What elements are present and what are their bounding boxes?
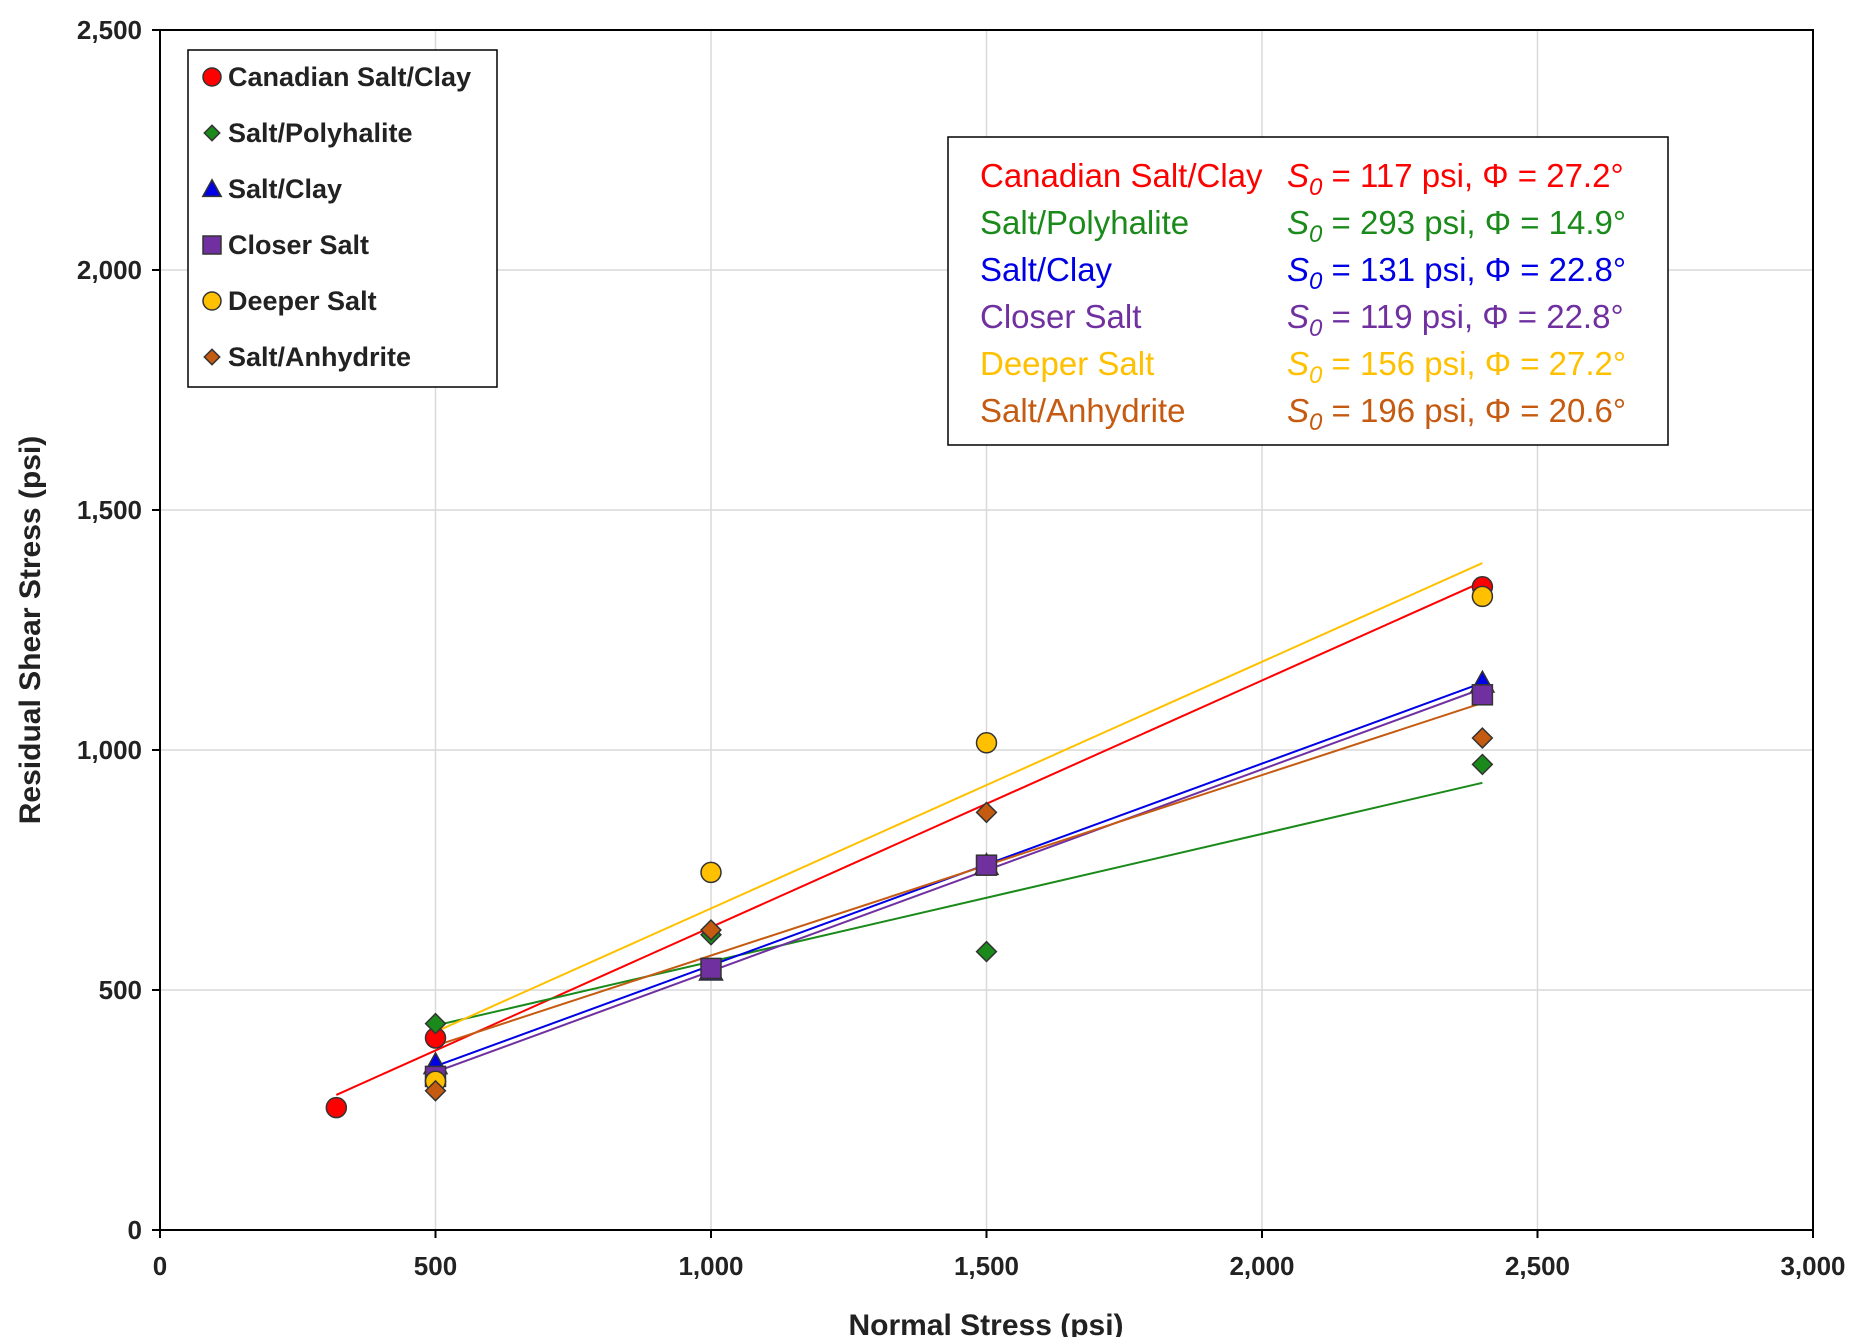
fit-label: Salt/Anhydrite [980, 392, 1185, 429]
legend-marker [203, 348, 221, 366]
y-tick-label: 1,000 [77, 735, 142, 765]
fit-label: Closer Salt [980, 298, 1141, 335]
y-tick-label: 0 [128, 1215, 142, 1245]
y-tick-label: 2,000 [77, 255, 142, 285]
x-tick-label: 1,500 [954, 1251, 1019, 1281]
data-point [975, 940, 998, 963]
data-point [700, 957, 722, 980]
data-point [975, 732, 998, 754]
legend-marker [202, 235, 222, 255]
legend-marker [203, 124, 221, 142]
fit-equation: S0 = 117 psi, Φ = 27.2° [1287, 157, 1624, 201]
axes [152, 29, 1814, 1238]
legend-marker [202, 67, 222, 87]
legend-label: Deeper Salt [228, 286, 377, 316]
y-tick-label: 2,500 [77, 15, 142, 45]
fit-label: Salt/Clay [980, 251, 1113, 288]
legend: Canadian Salt/Clay Salt/Polyhalite Salt/Cl… [187, 49, 498, 388]
fit-line [335, 580, 1483, 1096]
x-tick-label: 500 [414, 1251, 457, 1281]
y-tick-label: 1,500 [77, 495, 142, 525]
data-point [975, 801, 998, 824]
fit-equation: S0 = 156 psi, Φ = 27.2° [1287, 345, 1626, 389]
legend-label: Canadian Salt/Clay [228, 62, 471, 92]
x-tick-labels: 0 500 1,000 1,500 2,000 2,500 3,000 [153, 1251, 1846, 1281]
fit-label: Canadian Salt/Clay [980, 157, 1263, 194]
data-point [1471, 585, 1494, 608]
data-point [700, 861, 722, 884]
data-points [325, 576, 1496, 1119]
legend-label: Salt/Anhydrite [228, 342, 411, 372]
fit-equation: S0 = 131 psi, Φ = 22.8° [1287, 251, 1626, 295]
x-tick-label: 2,000 [1229, 1251, 1294, 1281]
y-tick-label: 500 [99, 975, 142, 1005]
fit-equation: S0 = 293 psi, Φ = 14.9° [1287, 204, 1626, 248]
data-point [1471, 727, 1494, 749]
fit-label: Deeper Salt [980, 345, 1154, 382]
data-point [325, 1096, 348, 1119]
fit-line [435, 701, 1483, 1047]
data-point [424, 1079, 447, 1102]
y-tick-labels: 0 500 1,000 1,500 2,000 2,500 [77, 15, 142, 1245]
legend-box [187, 49, 498, 388]
legend-label: Salt/Polyhalite [228, 118, 413, 148]
fit-equations-box: Canadian Salt/Clay S0 = 117 psi, Φ = 27.2… [947, 136, 1669, 446]
data-point [1471, 684, 1494, 706]
y-axis-title: Residual Shear Stress (psi) [14, 436, 47, 824]
x-tick-label: 2,500 [1505, 1251, 1570, 1281]
legend-label: Salt/Clay [228, 174, 342, 204]
fit-line [435, 562, 1483, 1033]
x-tick-label: 3,000 [1780, 1251, 1845, 1281]
x-tick-label: 1,000 [678, 1251, 743, 1281]
fit-line [435, 781, 1483, 1027]
legend-marker [202, 291, 222, 311]
fit-equation: S0 = 119 psi, Φ = 22.8° [1287, 298, 1624, 342]
fit-label: Salt/Polyhalite [980, 204, 1189, 241]
data-point [424, 1012, 447, 1035]
fit-lines [335, 562, 1483, 1096]
fit-line [435, 687, 1483, 1073]
x-tick-label: 0 [153, 1251, 167, 1281]
data-point [700, 919, 722, 941]
equation-box-border [947, 136, 1669, 446]
fit-equation: S0 = 196 psi, Φ = 20.6° [1287, 392, 1626, 436]
legend-label: Closer Salt [228, 230, 369, 260]
legend-marker [201, 178, 223, 198]
data-point [975, 854, 998, 876]
data-point [1471, 753, 1494, 776]
x-axis-title: Normal Stress (psi) [848, 1309, 1123, 1337]
